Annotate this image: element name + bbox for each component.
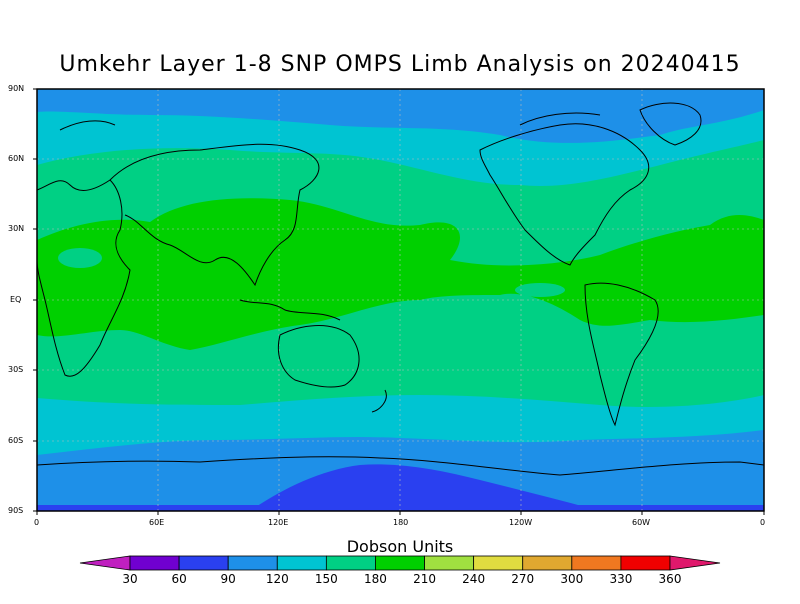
band-60-south [250, 464, 600, 511]
colorbar-cap-high [669, 555, 721, 571]
colorbar-tick-label: 120 [265, 572, 289, 586]
lat-label-30s: 30S [8, 365, 24, 374]
colorbar-box [424, 555, 475, 571]
colorbar-tick-label: 60 [171, 572, 187, 586]
band-90-north [37, 89, 764, 143]
colorbar-box [473, 555, 524, 571]
lon-label-0-end: 0 [760, 518, 766, 527]
lon-label-180: 180 [393, 518, 409, 527]
colorbar-tick-label: 300 [560, 572, 584, 586]
band-60-edge [37, 505, 764, 511]
lat-label-90n: 90N [8, 84, 25, 93]
patch-150-africa [58, 248, 102, 268]
colorbar-cap-low [79, 555, 131, 571]
lat-label-60s: 60S [8, 436, 24, 445]
colorbar-tick-label: 90 [220, 572, 236, 586]
lat-label-60n: 60N [8, 154, 25, 163]
colorbar-tick-label: 150 [314, 572, 338, 586]
coastlines [37, 102, 764, 476]
colorbar-title: Dobson Units [346, 537, 454, 556]
colorbar-tick-label: 270 [511, 572, 535, 586]
patch-150-pacific [515, 283, 565, 297]
colorbar-tick-label: 330 [609, 572, 633, 586]
colorbar-box [178, 555, 229, 571]
lon-label-60e: 60E [149, 518, 165, 527]
colorbar-tick-label: 240 [462, 572, 486, 586]
colorbar-box [522, 555, 573, 571]
lon-label-120w: 120W [509, 518, 533, 527]
axis-ticks [33, 88, 765, 515]
map-title: Umkehr Layer 1-8 SNP OMPS Limb Analysis … [59, 52, 741, 77]
colorbar-box [620, 555, 671, 571]
lat-label-30n: 30N [8, 224, 25, 233]
lon-label-60w: 60W [632, 518, 651, 527]
lat-label-eq: EQ [10, 295, 22, 304]
colorbar-tick-label: 360 [658, 572, 682, 586]
colorbar-box [129, 555, 180, 571]
colorbar-box [325, 555, 376, 571]
graticule [37, 89, 764, 511]
lon-label-120e: 120E [268, 518, 289, 527]
lon-label-0: 0 [34, 518, 40, 527]
colorbar-box [276, 555, 327, 571]
colorbar-tick-label: 180 [364, 572, 387, 586]
colorbar-tick-label: 30 [122, 572, 138, 586]
colorbar [79, 555, 721, 571]
lat-label-90s: 90S [8, 506, 24, 515]
colorbar-box [227, 555, 278, 571]
colorbar-tick-label: 210 [413, 572, 436, 586]
colorbar-box [571, 555, 622, 571]
colorbar-box [375, 555, 425, 571]
band-180-tropics [37, 198, 764, 350]
